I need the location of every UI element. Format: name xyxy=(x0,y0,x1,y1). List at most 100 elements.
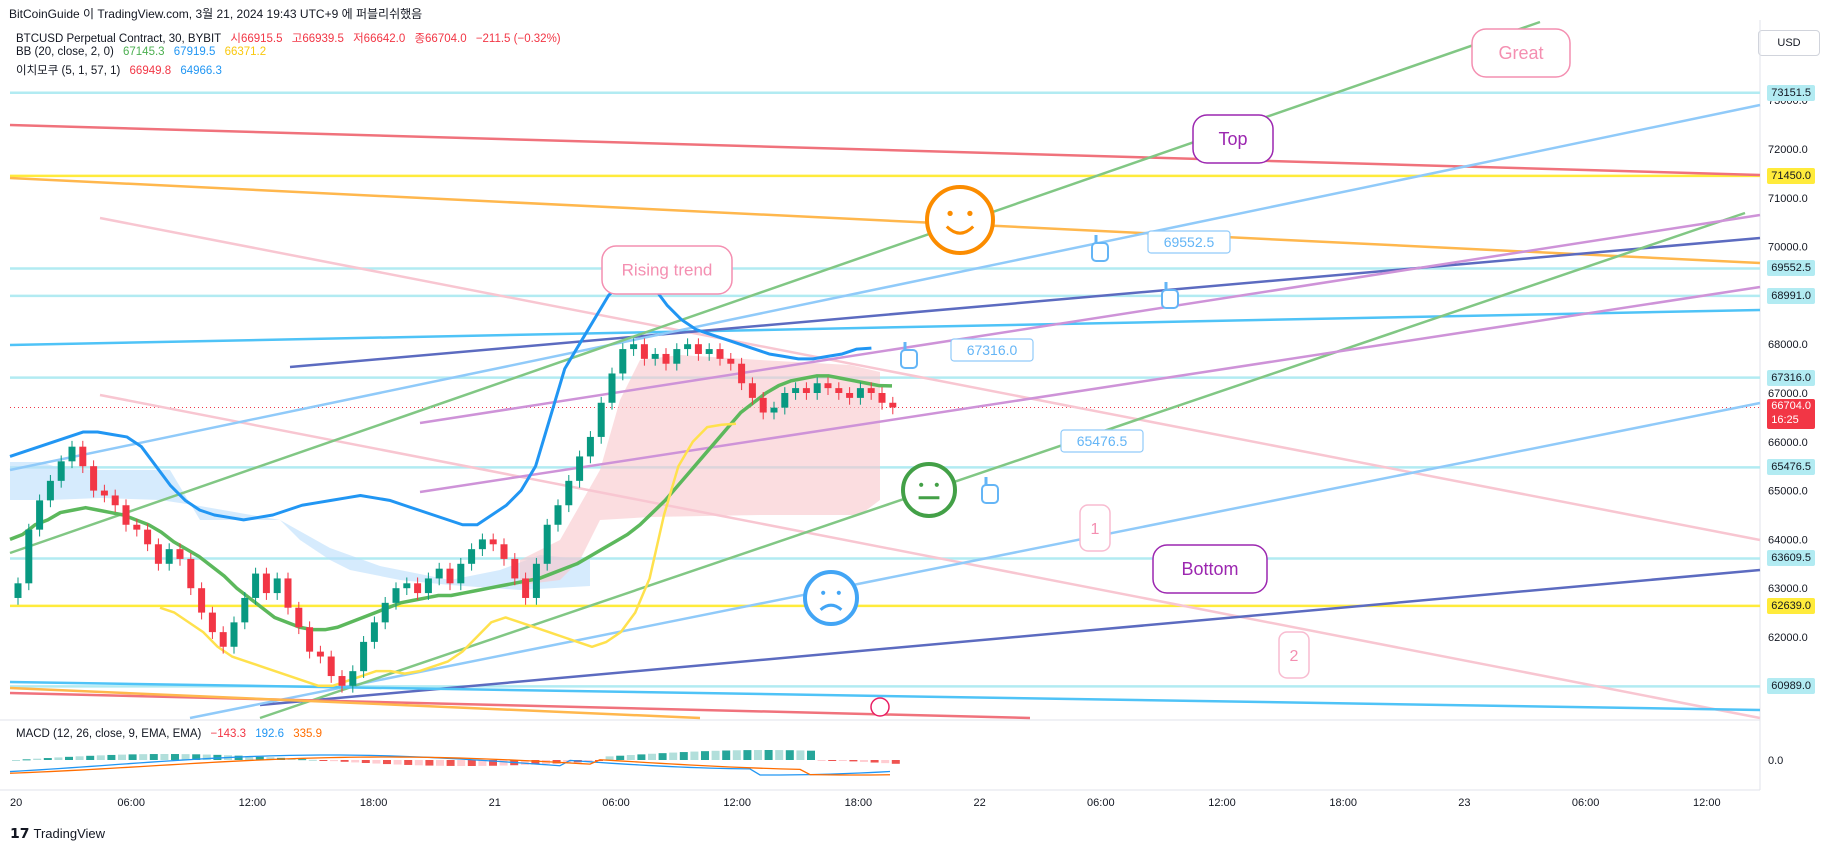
macd-histogram-bar xyxy=(828,760,837,761)
candle-body xyxy=(662,353,670,364)
price-tag: 60989.0 xyxy=(1767,678,1815,695)
candle-body xyxy=(457,563,465,584)
x-tick-label: 18:00 xyxy=(845,797,873,809)
candle-body xyxy=(273,578,281,594)
price-tag: 69552.5 xyxy=(1767,260,1815,277)
cyan-line-bottom xyxy=(9,680,1761,712)
neutral-face-icon xyxy=(901,462,957,518)
marker-1-box xyxy=(1079,504,1111,552)
macd-histogram-bar xyxy=(838,760,847,761)
macd-histogram-bar xyxy=(86,755,95,760)
macd-histogram-bar xyxy=(860,760,868,762)
callout-67316-box xyxy=(950,338,1034,362)
candle-body xyxy=(208,612,216,633)
macd-histogram-bar xyxy=(457,760,466,766)
tradingview-brand[interactable]: 𝟭𝟳 TradingView xyxy=(10,825,105,842)
legend-low: 저66642.0 xyxy=(353,33,406,45)
candle-body xyxy=(252,573,260,598)
x-tick-label: 12:00 xyxy=(1693,797,1721,809)
macd-histogram-bar xyxy=(192,754,201,760)
tradingview-logo-icon: 𝟭𝟳 xyxy=(10,825,30,841)
great-text: Great xyxy=(1498,43,1543,63)
macd-histogram-bar xyxy=(361,760,370,764)
macd-histogram-bar xyxy=(160,754,169,760)
candle-body xyxy=(576,456,584,481)
y-tick-label: 63000.0 xyxy=(1768,583,1808,595)
macd-histogram-bar xyxy=(711,750,720,760)
candle-body xyxy=(554,505,562,525)
purple-line-upper xyxy=(419,213,1761,425)
candle-body xyxy=(241,597,249,623)
bottom-bubble xyxy=(1152,544,1268,594)
candle-body xyxy=(770,407,778,413)
candle-body xyxy=(716,349,724,359)
macd-histogram-bar xyxy=(393,760,402,765)
candle-body xyxy=(68,446,76,462)
macd-histogram-bar xyxy=(372,760,381,764)
macd-histogram-bar xyxy=(478,760,487,766)
price-tag: 65476.5 xyxy=(1767,459,1815,476)
candle-body xyxy=(381,602,389,623)
macd-histogram-bar xyxy=(520,760,529,765)
callout-69552-text: 69552.5 xyxy=(1164,234,1215,250)
currency-selector[interactable]: USD xyxy=(1758,30,1820,56)
macd-histogram-bar xyxy=(181,754,190,760)
pink-descending-line-lower xyxy=(99,393,1761,720)
candle-body xyxy=(835,388,843,393)
macd-histogram-bar xyxy=(881,760,890,764)
x-tick-label: 06:00 xyxy=(117,797,145,809)
candle-body xyxy=(122,505,130,525)
y-tick-label: 64000.0 xyxy=(1768,534,1808,546)
happy-face-icon-eye xyxy=(967,210,973,217)
macd-histogram-bar xyxy=(351,760,360,763)
macd-histogram-bar xyxy=(679,752,688,760)
ichimoku-name: 이치모쿠 (5, 1, 57, 1) xyxy=(16,65,121,77)
price-tag: 62639.0 xyxy=(1767,597,1815,614)
candle-body xyxy=(802,388,810,393)
candle-body xyxy=(532,563,540,598)
candle-body xyxy=(165,549,173,564)
ichimoku-b-value: 64966.3 xyxy=(180,65,222,77)
top-bubble xyxy=(1192,114,1274,164)
y-tick-label: 66000.0 xyxy=(1768,437,1808,449)
candle-body xyxy=(349,671,357,686)
candle-body xyxy=(187,558,195,589)
x-tick-label: 18:00 xyxy=(360,797,388,809)
bb-lower-value: 66371.2 xyxy=(224,46,267,58)
x-tick-label: 06:00 xyxy=(1572,797,1600,809)
callout-67316-text: 67316.0 xyxy=(967,342,1018,358)
brand-label: TradingView xyxy=(33,826,106,841)
macd-histogram-bar xyxy=(414,760,423,766)
bb-lower-band xyxy=(159,422,737,688)
macd-histogram-bar xyxy=(12,760,20,761)
currency-label: USD xyxy=(1777,37,1801,49)
bar-countdown: 16:25 xyxy=(1771,414,1799,427)
pointer-hand-icon xyxy=(900,349,918,369)
candle-body xyxy=(748,383,756,398)
rising-trend-bubble xyxy=(601,245,733,295)
sad-face-icon-eye xyxy=(836,590,841,595)
macd-histogram-bar xyxy=(669,752,678,760)
legend-macd: MACD (12, 26, close, 9, EMA, EMA) −143.3… xyxy=(16,728,328,740)
candle-body xyxy=(79,446,87,467)
marker-2-box xyxy=(1278,631,1310,679)
sad-face-icon-eye xyxy=(821,590,826,595)
pointer-hand-icon xyxy=(1161,289,1179,309)
current-price-value: 66704.0 xyxy=(1771,400,1811,413)
macd-histogram-bar xyxy=(722,750,731,760)
macd-histogram-bar xyxy=(255,756,264,760)
macd-histogram-bar xyxy=(626,755,635,760)
candle-body xyxy=(543,524,551,564)
macd-histogram-bar xyxy=(425,760,434,766)
ichimoku-cloud-bearish xyxy=(10,462,590,590)
y-tick-label: 65000.0 xyxy=(1768,486,1808,498)
macd-histogram-bar xyxy=(605,756,614,760)
pink-descending-line-upper xyxy=(99,216,1761,542)
candle-body xyxy=(176,549,184,559)
happy-face-icon-mouth xyxy=(945,225,975,235)
macd-histogram-bar xyxy=(436,760,444,766)
macd-histogram-bar xyxy=(817,760,826,761)
macd-histogram-bar xyxy=(298,759,307,761)
y-tick-label: 70000.0 xyxy=(1768,242,1808,254)
